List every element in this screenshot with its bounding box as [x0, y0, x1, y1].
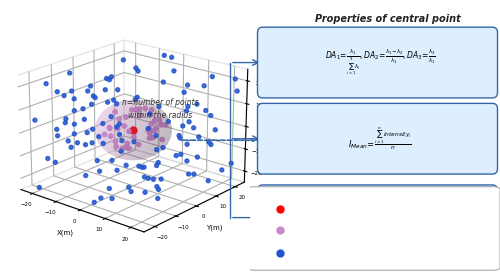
- Text: $DA_1\!=\!\frac{\lambda_1}{\sum_{i=1}^{3}\lambda_i},DA_2\!=\!\frac{\lambda_1\!-\: $DA_1\!=\!\frac{\lambda_1}{\sum_{i=1}^{3…: [324, 48, 436, 77]
- Text: points outside the radius: points outside the radius: [305, 248, 401, 257]
- FancyBboxPatch shape: [258, 103, 498, 174]
- Text: Properties of central point: Properties of central point: [314, 14, 460, 24]
- FancyBboxPatch shape: [258, 185, 498, 250]
- Text: $\mathit{Density = n}$: $\mathit{Density = n}$: [352, 211, 408, 225]
- Text: central point: central point: [305, 205, 354, 214]
- Text: $I_{Mean}\!=\!\frac{\sum_{i=1}^{n}Intensity_i}{n}$: $I_{Mean}\!=\!\frac{\sum_{i=1}^{n}Intens…: [348, 125, 412, 152]
- FancyBboxPatch shape: [248, 187, 500, 270]
- Y-axis label: Y(m): Y(m): [206, 224, 222, 231]
- X-axis label: X(m): X(m): [56, 230, 74, 236]
- Text: n=number of points
within the radius: n=number of points within the radius: [122, 98, 198, 120]
- Text: points within the radius: points within the radius: [305, 226, 396, 235]
- FancyBboxPatch shape: [258, 27, 498, 98]
